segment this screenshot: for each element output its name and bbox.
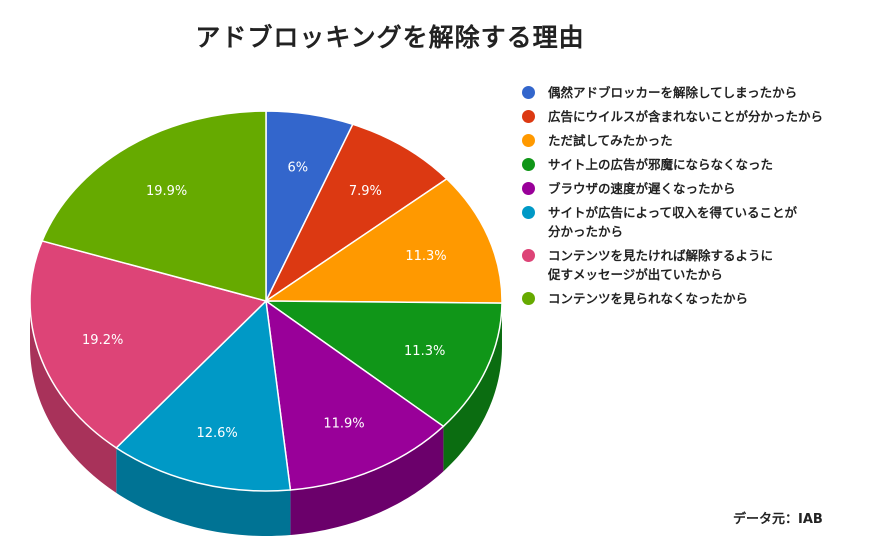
slice-label-0: 6% bbox=[287, 161, 308, 176]
legend-swatch bbox=[522, 86, 535, 99]
legend-label: 広告にウイルスが含まれないことが分かったから bbox=[548, 109, 824, 124]
legend-swatch bbox=[522, 158, 535, 171]
slice-label-7: 19.9% bbox=[146, 184, 187, 199]
legend-item: サイトが広告によって収入を得ていることが 分かったから bbox=[522, 203, 857, 241]
pie-slice-5 bbox=[115, 299, 292, 492]
legend-item: ブラウザの速度が遅くなったから bbox=[522, 179, 857, 198]
pie-slice-2 bbox=[263, 177, 503, 304]
slice-label-6: 19.2% bbox=[82, 333, 123, 348]
legend-swatch bbox=[522, 249, 535, 262]
slice-label-3: 11.3% bbox=[404, 344, 445, 359]
slice-label-4: 11.9% bbox=[323, 417, 364, 432]
source-note: データ元：IAB bbox=[733, 512, 823, 527]
legend-swatch bbox=[522, 134, 535, 147]
legend-swatch bbox=[522, 182, 535, 195]
pie-slice-6 bbox=[29, 240, 268, 449]
pie-top bbox=[29, 110, 503, 492]
pie-slice-7 bbox=[41, 110, 267, 302]
legend-swatch bbox=[522, 110, 535, 123]
pie-slice-1 bbox=[264, 123, 448, 304]
legend-label: サイトが広告によって収入を得ていることが 分かったから bbox=[548, 205, 798, 239]
pie-slice-3 bbox=[263, 300, 503, 428]
slice-label-5: 12.6% bbox=[196, 426, 237, 441]
slice-label-1: 7.9% bbox=[349, 184, 382, 199]
legend-item: コンテンツを見たければ解除するように 促すメッセージが出ていたから bbox=[522, 246, 857, 284]
pie-labels: 6% 7.9% 11.3% 11.3% 11.9% 12.6% 19.2% 19.9% bbox=[82, 161, 447, 441]
slice-label-2: 11.3% bbox=[405, 249, 446, 264]
pie-side-3 bbox=[443, 303, 502, 472]
legend-swatch bbox=[522, 206, 535, 219]
pie-side-4 bbox=[290, 426, 444, 535]
legend-swatch bbox=[522, 292, 535, 305]
legend-item: コンテンツを見られなくなったから bbox=[522, 289, 857, 308]
legend-item: ただ試してみたかった bbox=[522, 131, 857, 150]
legend-item: 広告にウイルスが含まれないことが分かったから bbox=[522, 107, 857, 126]
legend: 偶然アドブロッカーを解除してしまったから広告にウイルスが含まれないことが分かった… bbox=[522, 83, 857, 313]
legend-label: コンテンツを見たければ解除するように 促すメッセージが出ていたから bbox=[548, 248, 774, 282]
legend-item: 偶然アドブロッカーを解除してしまったから bbox=[522, 83, 857, 102]
pie-side-6 bbox=[30, 301, 117, 493]
legend-label: サイト上の広告が邪魔にならなくなった bbox=[548, 157, 774, 172]
legend-label: 偶然アドブロッカーを解除してしまったから bbox=[548, 85, 798, 100]
pie-side-5 bbox=[116, 447, 291, 536]
chart-title: アドブロッキングを解除する理由 bbox=[195, 23, 585, 52]
legend-label: ブラウザの速度が遅くなったから bbox=[548, 181, 736, 196]
pie-sides bbox=[30, 301, 502, 536]
legend-label: コンテンツを見られなくなったから bbox=[548, 291, 749, 306]
legend-item: サイト上の広告が邪魔にならなくなった bbox=[522, 155, 857, 174]
legend-label: ただ試してみたかった bbox=[548, 133, 673, 148]
pie-slice-4 bbox=[265, 299, 445, 491]
